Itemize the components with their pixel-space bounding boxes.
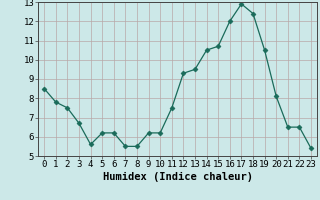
X-axis label: Humidex (Indice chaleur): Humidex (Indice chaleur) <box>103 172 252 182</box>
